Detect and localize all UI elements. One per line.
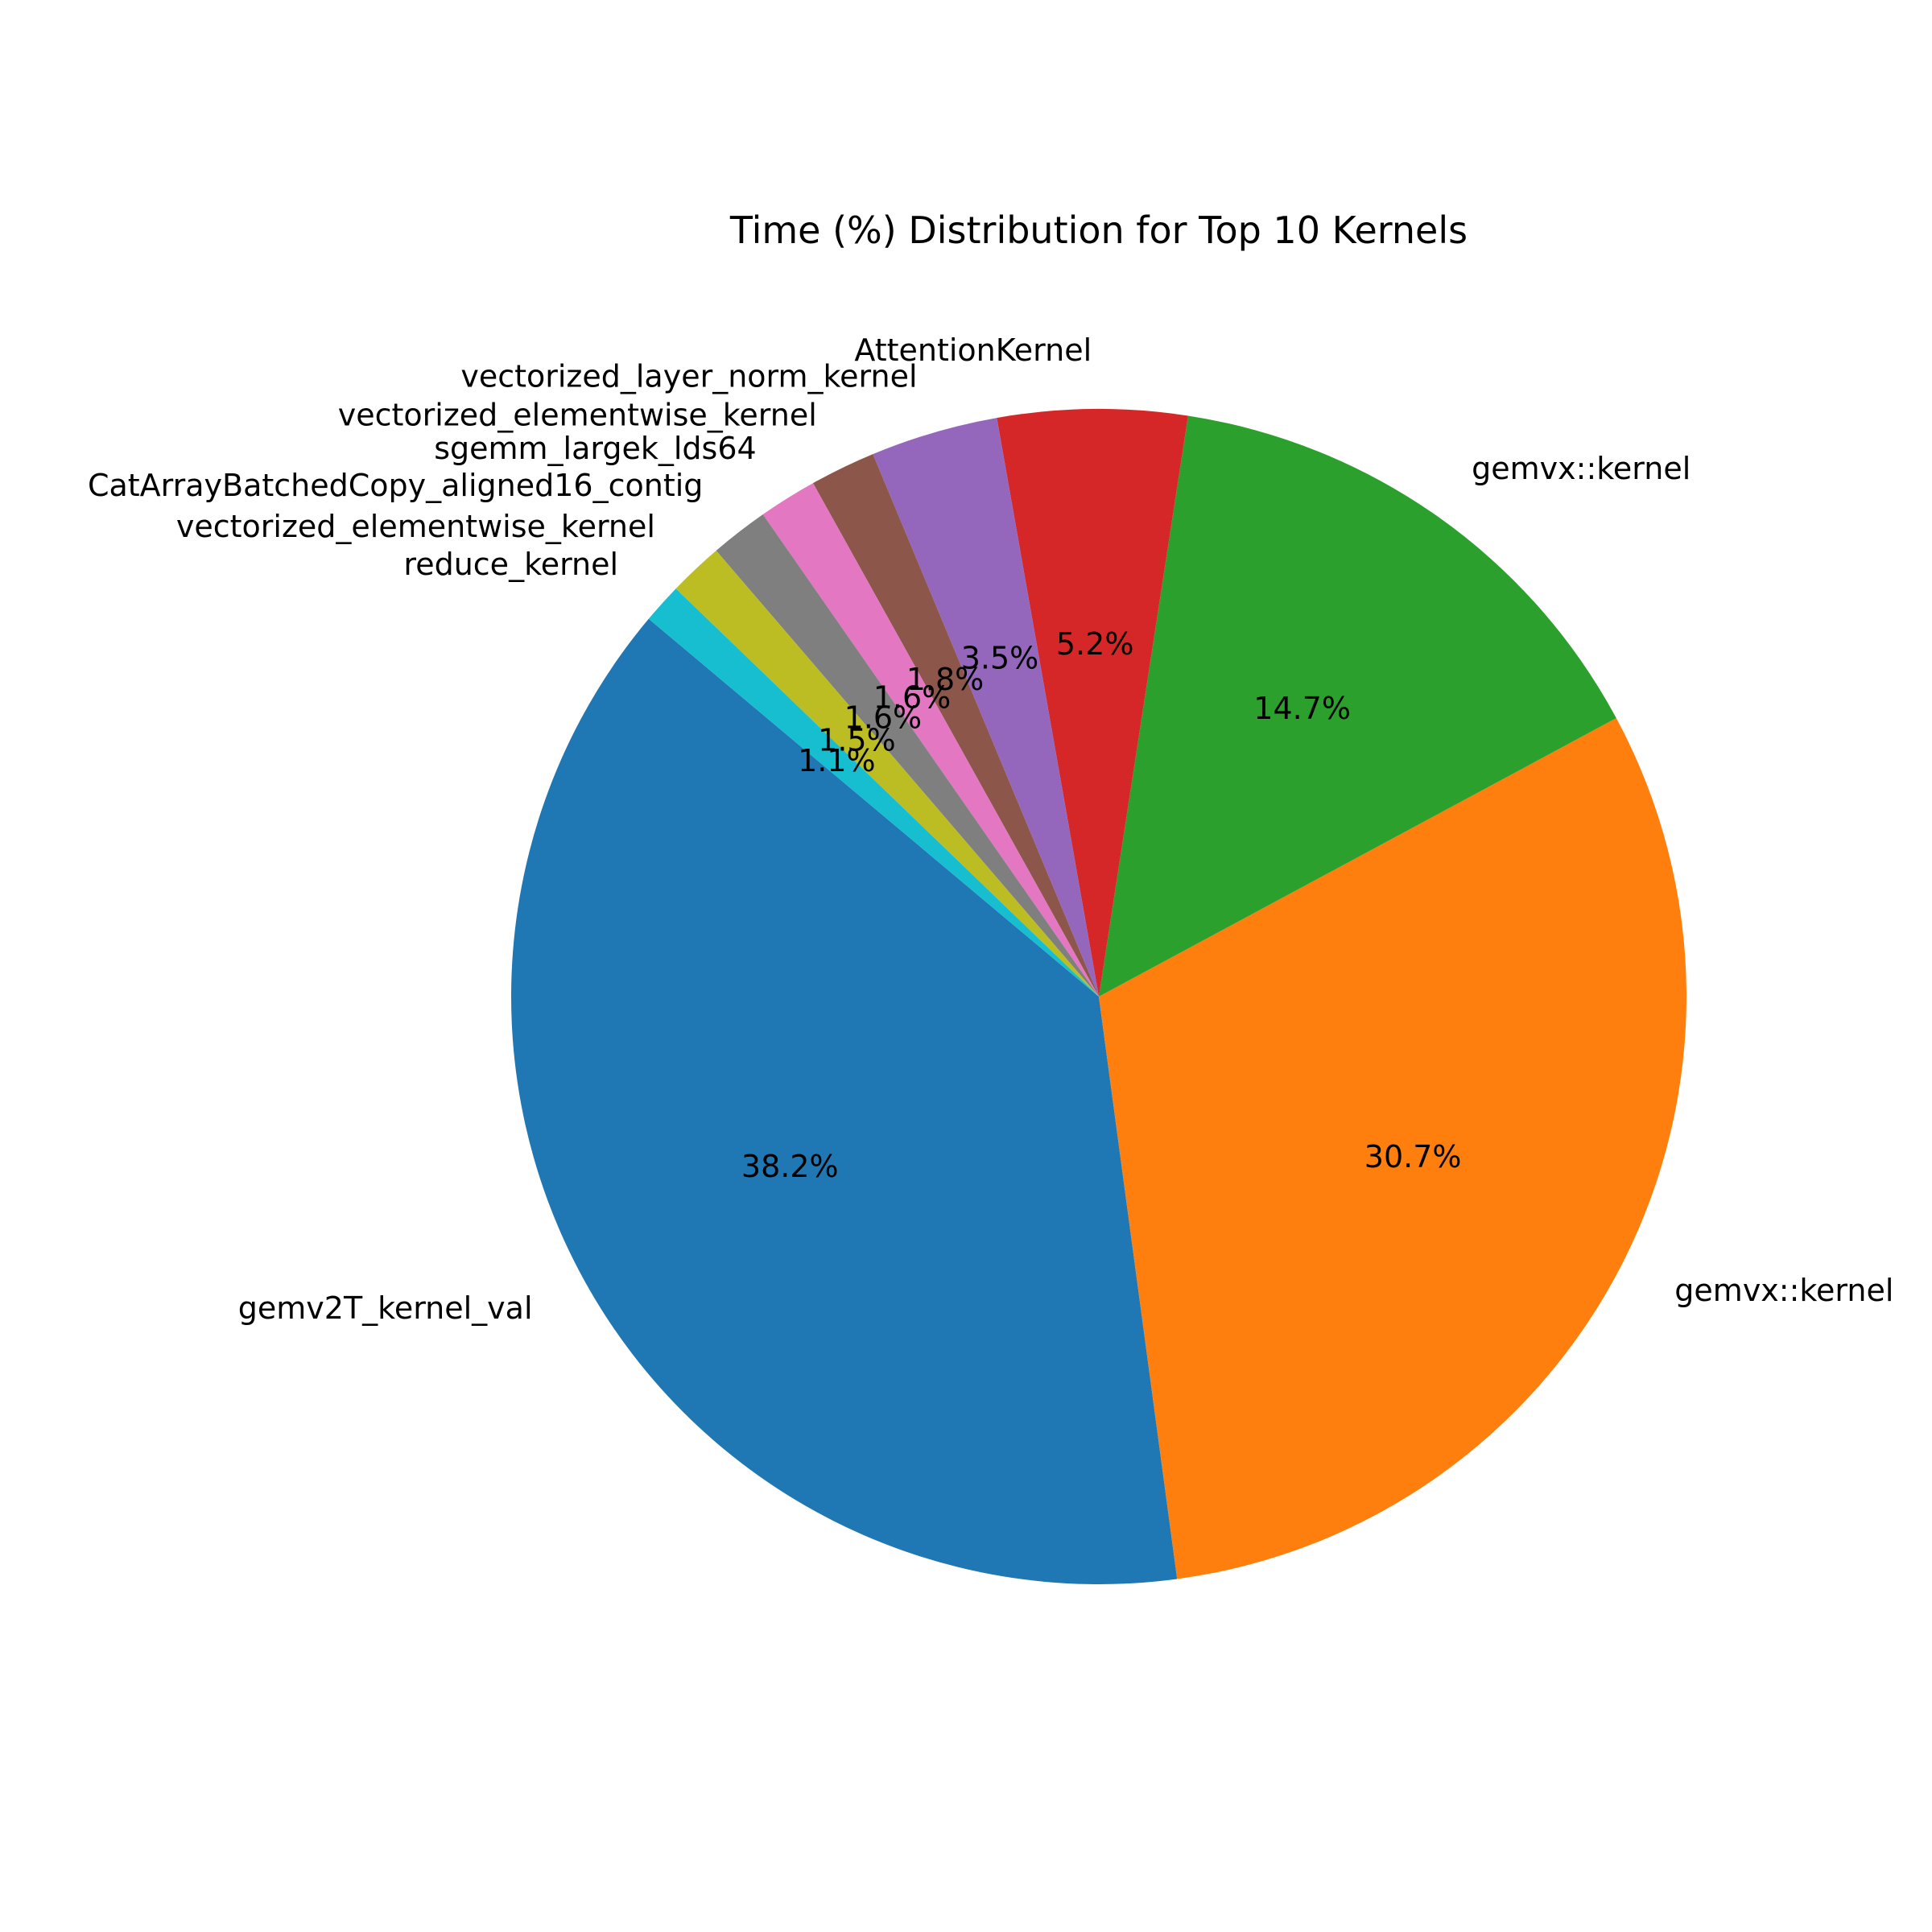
slice-labels: gemv2T_kernel_valgemvx::kernelgemvx::ker… bbox=[88, 332, 1893, 1326]
pie-slice-1 bbox=[511, 618, 1178, 1584]
slice-label-9: vectorized_elementwise_kernel bbox=[176, 509, 655, 544]
slice-label-7: sgemm_largek_lds64 bbox=[434, 431, 756, 466]
pie-slice-8 bbox=[716, 514, 1099, 997]
percent-label-3: 14.7% bbox=[1253, 691, 1351, 726]
percent-label-8: 1.6% bbox=[844, 700, 923, 736]
pie-slice-10 bbox=[648, 588, 1099, 997]
percent-labels: 38.2% 30.7%14.7%5.2%3.5%1.8%1.6%1.6%1.5%1… bbox=[741, 626, 1462, 1184]
percent-label-1: 38.2% bbox=[741, 1149, 839, 1184]
percent-label-9: 1.5% bbox=[818, 722, 896, 758]
slice-label-6: vectorized_elementwise_kernel bbox=[338, 397, 817, 432]
percent-label-7: 1.6% bbox=[873, 679, 952, 715]
pie-slice-9 bbox=[675, 550, 1099, 997]
pie-slice-2 bbox=[1099, 718, 1686, 1579]
pie-slice-5 bbox=[873, 418, 1099, 997]
slice-label-5: vectorized_layer_norm_kernel bbox=[460, 358, 917, 394]
chart-title: Time (%) Distribution for Top 10 Kernels bbox=[729, 208, 1468, 252]
percent-label-10: 1.1% bbox=[798, 743, 876, 778]
slice-label-3: gemvx::kernel bbox=[1472, 451, 1690, 486]
pie-slice-7 bbox=[762, 483, 1099, 997]
percent-label-4: 5.2% bbox=[1056, 626, 1134, 662]
slice-label-1: gemv2T_kernel_val bbox=[238, 1290, 533, 1326]
pie-slice-6 bbox=[812, 454, 1099, 997]
percent-label-2: 30.7% bbox=[1364, 1139, 1462, 1174]
slice-label-2: gemvx::kernel bbox=[1674, 1273, 1893, 1308]
slice-label-10: reduce_kernel bbox=[403, 547, 618, 582]
slice-label-8: CatArrayBatchedCopy_aligned16_contig bbox=[88, 468, 703, 503]
percent-label-6: 1.8% bbox=[906, 662, 985, 697]
percent-label-5: 3.5% bbox=[961, 641, 1039, 676]
pie-slices bbox=[511, 408, 1686, 1584]
pie-slice-4 bbox=[997, 408, 1188, 997]
pie-slice-3 bbox=[1099, 415, 1616, 997]
slice-label-4: AttentionKernel bbox=[854, 332, 1092, 368]
